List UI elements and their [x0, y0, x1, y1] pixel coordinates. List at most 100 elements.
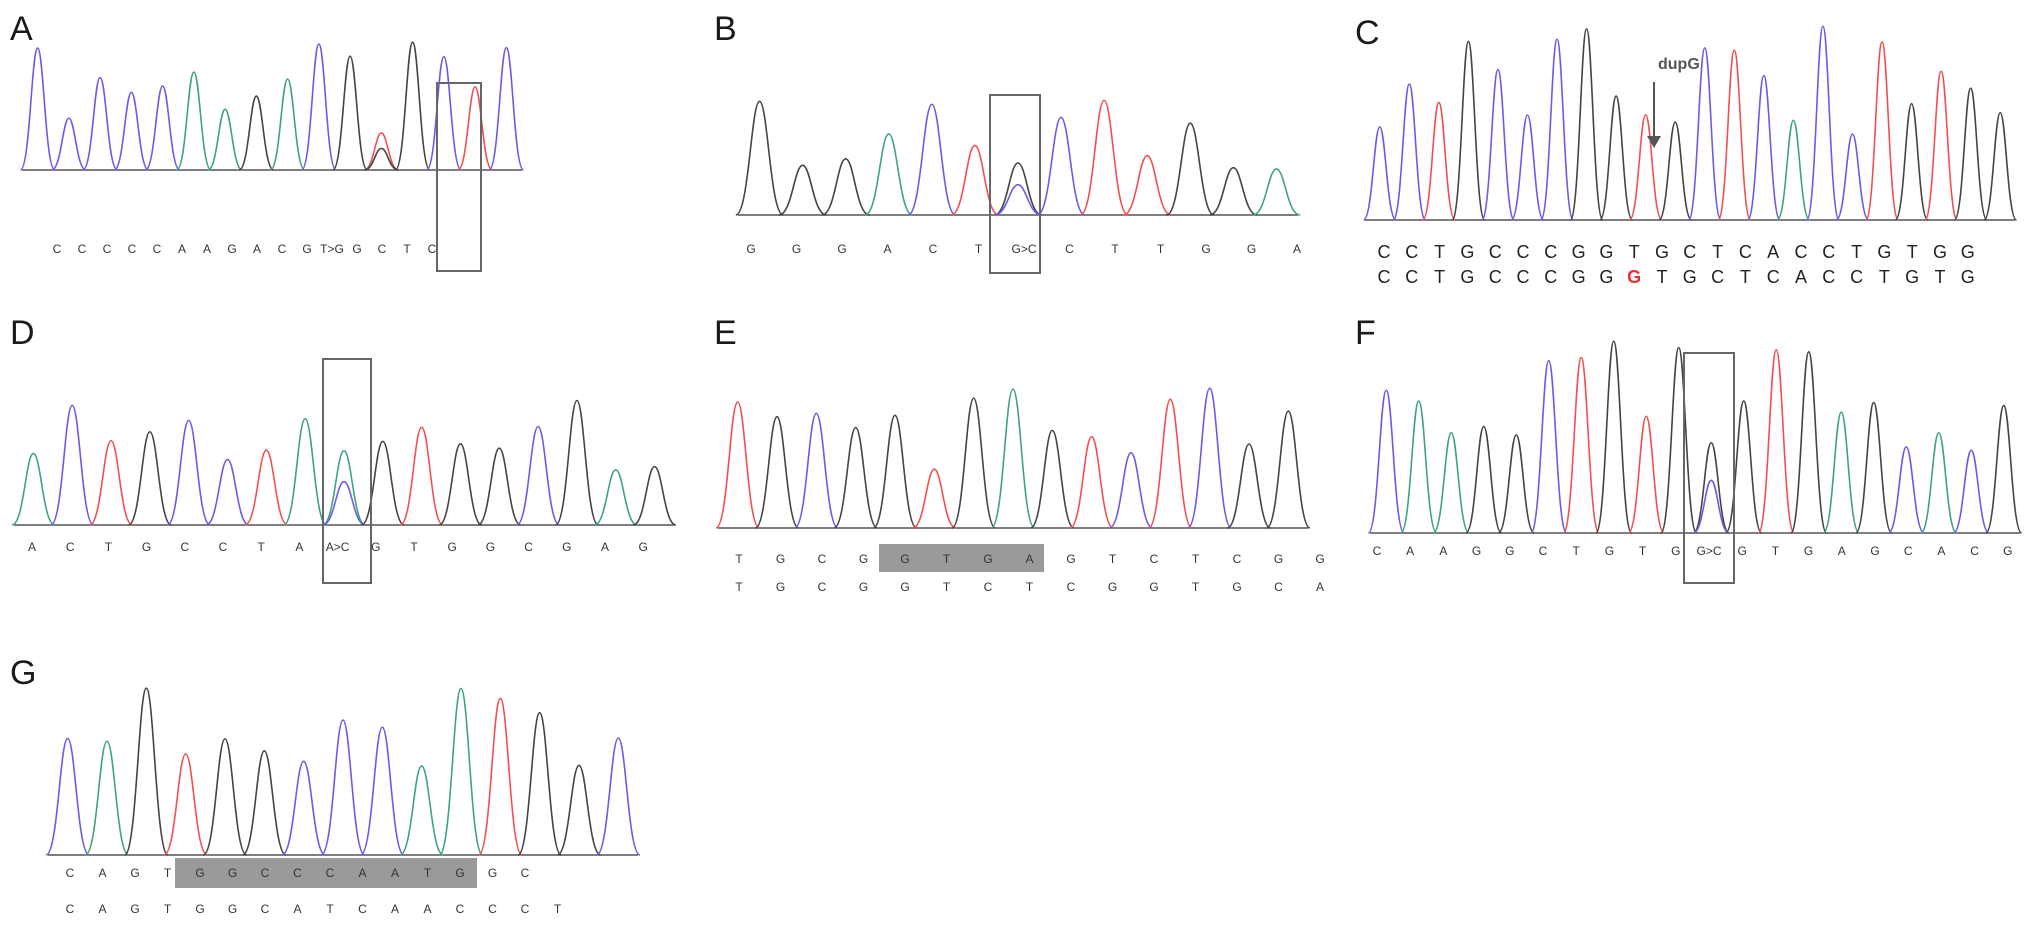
base-letter: A — [252, 242, 262, 256]
panel-label-f: F — [1355, 314, 1376, 352]
trace-peak — [1599, 95, 1634, 221]
trace-peak — [322, 480, 366, 526]
trace-peak — [1692, 441, 1730, 534]
base-letter: T — [1934, 267, 1946, 287]
trace-peak — [11, 452, 56, 526]
trace-peak — [283, 417, 328, 526]
trace-peak — [907, 103, 956, 216]
base-letter: C — [1065, 242, 1074, 256]
trace-peak — [1540, 38, 1575, 221]
trace-peak — [1036, 116, 1086, 216]
trace-peak — [1717, 49, 1752, 221]
trace-peak — [1166, 122, 1215, 216]
base-letter: G — [638, 540, 648, 554]
trace-peak — [207, 108, 243, 171]
chromatogram-c — [1362, 25, 2018, 221]
base-letter: G — [1960, 267, 1975, 287]
base-letter: T — [1434, 242, 1446, 262]
base-letter: G — [130, 866, 140, 880]
base-letter: G — [227, 866, 238, 880]
base-letter: A — [390, 866, 400, 880]
base-letter: G — [1671, 544, 1681, 558]
trace-peak — [1924, 70, 1959, 221]
base-letter: G — [837, 242, 847, 256]
base-letter: G — [1246, 242, 1257, 256]
base-letter: C — [52, 242, 62, 256]
base-letter: T — [403, 242, 411, 256]
base-letter: A — [98, 902, 107, 916]
base-letter: C — [1488, 242, 1502, 262]
trace-peak — [399, 765, 444, 856]
base-letter: T — [735, 552, 743, 566]
panel-label-c: C — [1355, 14, 1380, 52]
base-letter: G — [1877, 242, 1892, 262]
base-letter: T — [1906, 242, 1918, 262]
base-letter: C — [277, 242, 287, 256]
trace-peak — [363, 147, 399, 171]
trace-peak — [554, 399, 600, 526]
trace-peak — [594, 469, 638, 526]
trace-peak — [477, 447, 522, 526]
trace-peak — [1692, 479, 1730, 534]
base-letter: G — [1232, 580, 1242, 594]
trace-peak — [1252, 168, 1301, 216]
base-letter: G — [1604, 544, 1615, 558]
base-letter: T — [1434, 267, 1446, 287]
trace-peak — [1562, 356, 1600, 534]
trace-peak — [163, 753, 209, 856]
arrow-down-icon — [1647, 82, 1661, 148]
base-letter: C — [520, 902, 530, 916]
base-letter: G — [371, 540, 381, 554]
base-letter: C — [1066, 580, 1076, 594]
trace-peak — [82, 76, 119, 171]
trace-peak — [1147, 398, 1193, 529]
base-letter: G>C — [1696, 544, 1722, 558]
base-letter: C — [102, 242, 112, 256]
base-letter: G — [1932, 242, 1948, 262]
trace-peak — [399, 426, 444, 526]
base-letter: C — [1372, 544, 1382, 558]
base-letter: G — [195, 866, 205, 880]
base-letter: G — [1471, 544, 1482, 558]
trace-peak — [951, 397, 997, 529]
base-letter: C — [65, 540, 75, 554]
trace-peak — [778, 164, 827, 216]
trace-peak — [821, 158, 870, 216]
trace-peak — [244, 449, 289, 526]
base-letter: A — [423, 902, 432, 916]
trace-peak — [1627, 415, 1665, 534]
base-letter: T>G — [320, 242, 344, 256]
base-letter: A — [1439, 544, 1448, 558]
mutation-box-d — [322, 358, 372, 584]
base-letter: G — [1682, 267, 1697, 287]
base-letter: T — [942, 580, 951, 594]
base-letter: C — [1822, 242, 1836, 262]
trace-peak — [595, 737, 641, 856]
chromatogram-d — [11, 399, 677, 526]
base-letter: A — [1406, 544, 1415, 558]
base-letter: G — [858, 552, 869, 566]
base-letter: A — [177, 242, 187, 256]
base-letter: C — [1970, 544, 1979, 558]
base-letter: G — [227, 902, 238, 916]
trace-peak — [1480, 68, 1515, 221]
trace-peak — [1209, 166, 1258, 216]
panel-label-g: G — [10, 654, 37, 692]
base-letter: G — [1627, 267, 1642, 287]
mutation-box-f — [1683, 352, 1735, 584]
base-letter: C — [928, 242, 938, 256]
base-letter: C — [260, 866, 270, 880]
base-letter: G — [562, 540, 572, 554]
base-letter: C — [1544, 267, 1558, 287]
trace-peak — [84, 740, 130, 856]
trace-peak — [1497, 434, 1535, 534]
base-letter: G — [1571, 242, 1586, 262]
trace-peak — [1029, 429, 1075, 529]
base-letter: G — [775, 552, 786, 566]
trace-peak — [994, 183, 1042, 216]
trace-peak — [754, 415, 800, 529]
mutation-box-a — [436, 82, 482, 272]
base-letter: G — [1273, 552, 1284, 566]
trace-peak — [715, 401, 761, 529]
trace-peak — [477, 697, 523, 856]
